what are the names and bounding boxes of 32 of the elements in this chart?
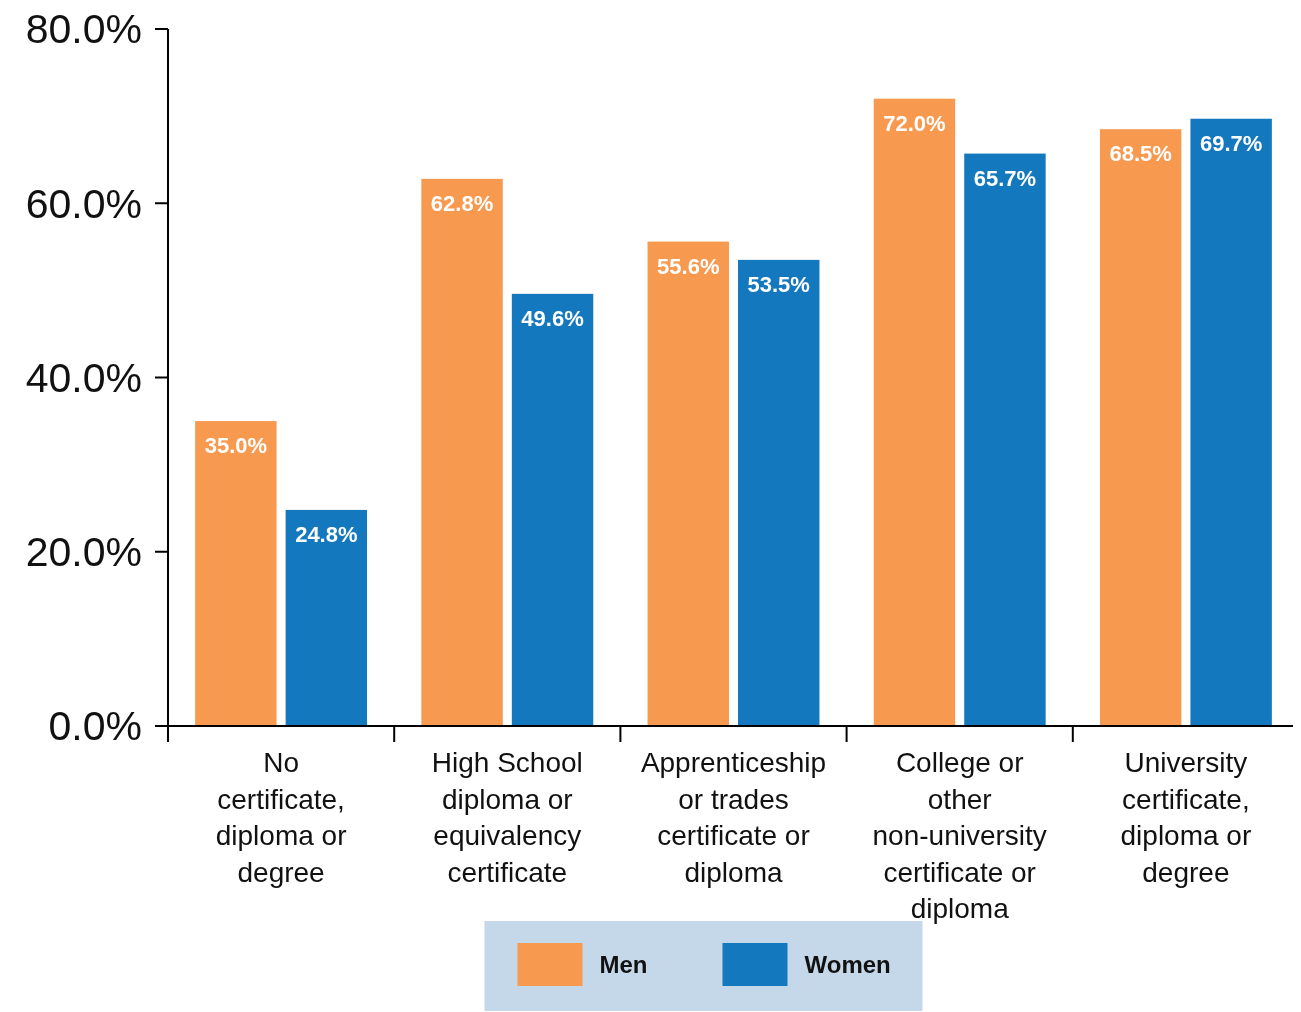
data-label: 62.8% — [430, 190, 494, 216]
y-tick-label: 40.0% — [25, 354, 142, 401]
data-label: 55.6% — [657, 253, 720, 279]
x-tick-label: Apprenticeship or trades certificate or diploma — [640, 747, 827, 888]
y-tick-label: 60.0% — [25, 180, 142, 227]
data-label: 53.5% — [747, 271, 810, 297]
data-label: 69.7% — [1199, 130, 1263, 156]
bar — [285, 509, 368, 726]
y-tick-label: 80.0% — [25, 6, 142, 53]
x-tick-label: College or other non-university certificate or diploma — [872, 747, 1047, 924]
bar — [511, 293, 594, 726]
data-label: 35.0% — [204, 433, 268, 459]
bar — [647, 241, 729, 726]
bar — [1190, 118, 1272, 726]
data-label: 72.0% — [883, 110, 946, 136]
bar — [738, 259, 820, 726]
legend-label: Men — [599, 951, 648, 979]
data-label: 24.8% — [295, 521, 358, 547]
data-label: 65.7% — [973, 165, 1037, 191]
bar — [964, 153, 1046, 726]
x-tick-label: High School diploma or equivalency certificate — [431, 747, 583, 888]
data-label: 49.6% — [521, 305, 584, 331]
data-label: 68.5% — [1109, 141, 1172, 167]
legend-label: Women — [804, 951, 891, 979]
x-tick-label: No certificate, diploma or degree — [215, 747, 347, 888]
y-tick-label: 0.0% — [48, 703, 142, 750]
bar — [1099, 129, 1182, 726]
x-tick-label: University certificate, diploma or degree — [1120, 747, 1252, 888]
bar — [873, 98, 956, 726]
bar — [421, 178, 503, 726]
y-tick-label: 20.0% — [25, 529, 142, 576]
bar — [195, 421, 277, 726]
